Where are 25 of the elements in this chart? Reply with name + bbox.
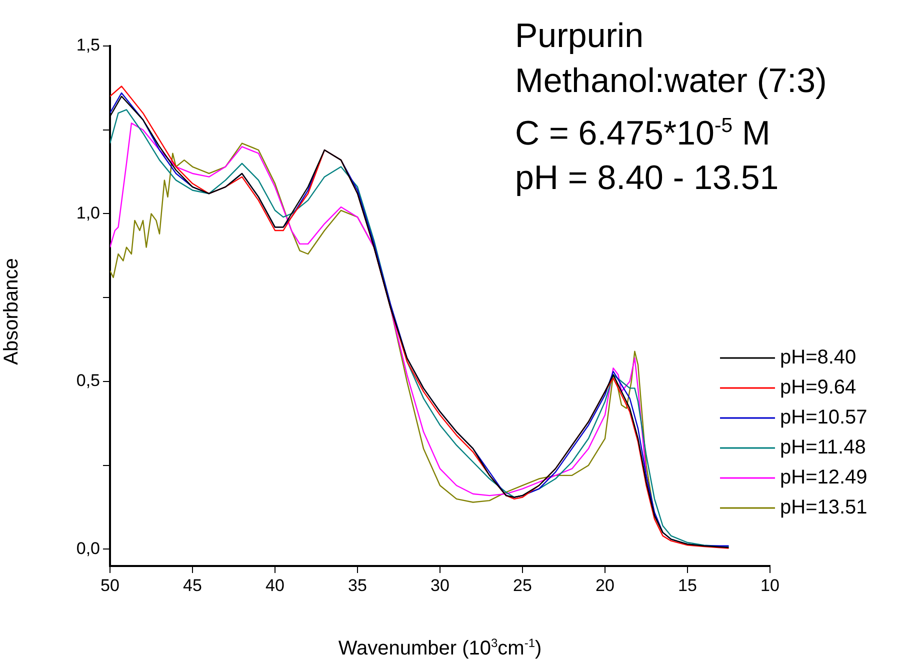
x-tick-label: 35 xyxy=(348,576,367,595)
annotation: C = 6.475*10$^{-5}$ M xyxy=(515,113,772,154)
y-tick-label: 0,0 xyxy=(76,538,100,558)
x-tick-label: 30 xyxy=(430,576,450,595)
x-tick-label: 10 xyxy=(760,576,780,595)
legend-label: pH=12.49 xyxy=(780,466,868,489)
x-tick-label: 50 xyxy=(100,576,120,595)
legend-label: pH=11.48 xyxy=(780,436,866,459)
y-tick-label: 1,5 xyxy=(76,36,100,55)
annotation: Methanol:water (7:3) xyxy=(515,61,827,102)
x-axis-title: Wavenumber (10$^{3}$cm$^{-1}$) xyxy=(337,636,543,661)
x-tick-label: 45 xyxy=(183,576,202,595)
legend-label: pH=8.40 xyxy=(780,346,856,369)
y-tick-label: 0,5 xyxy=(76,371,100,390)
legend-label: pH=13.51 xyxy=(780,496,868,519)
legend-label: pH=9.64 xyxy=(780,376,856,399)
x-tick-label: 15 xyxy=(678,576,697,595)
x-tick-label: 25 xyxy=(513,576,532,595)
x-tick-label: 20 xyxy=(596,576,614,595)
x-tick-label: 40 xyxy=(266,576,284,595)
y-tick-label: 1,0 xyxy=(76,203,100,222)
annotation: Purpurin xyxy=(515,16,645,57)
y-axis-title: Absorbance xyxy=(0,257,24,367)
annotation: pH = 8.40 - 13.51 xyxy=(515,158,780,200)
legend-label: pH=10.57 xyxy=(780,406,868,429)
